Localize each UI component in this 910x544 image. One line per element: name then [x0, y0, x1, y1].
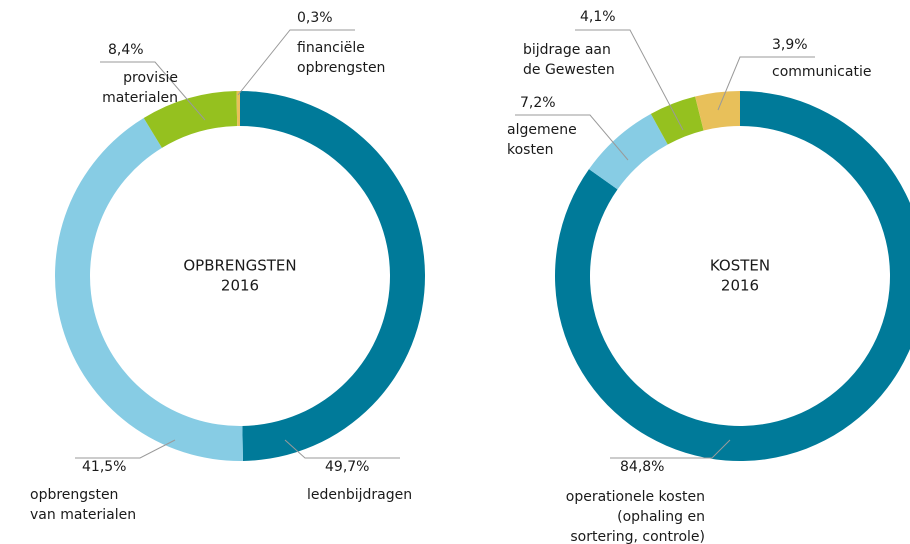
leader-line — [515, 114, 629, 161]
category-label: financiële — [297, 40, 365, 56]
leader-line — [75, 439, 176, 459]
leader-line — [575, 29, 684, 131]
value-label: 84,8% — [620, 459, 664, 475]
donut-segment — [588, 113, 668, 190]
value-label: 8,4% — [108, 42, 144, 58]
category-label: materialen — [102, 90, 178, 106]
category-label: bijdrage aan — [523, 42, 611, 58]
category-label: algemene — [507, 122, 577, 138]
category-label: de Gewesten — [523, 62, 615, 78]
category-label: van materialen — [30, 507, 136, 523]
center-label: 2016 — [221, 277, 259, 295]
donut-segment — [240, 91, 426, 461]
category-label: communicatie — [772, 64, 871, 80]
value-label: 41,5% — [82, 459, 126, 475]
leader-line — [284, 439, 400, 459]
category-label: operationele kosten — [566, 489, 705, 505]
value-label: 7,2% — [520, 95, 556, 111]
leader-line — [610, 439, 731, 459]
value-label: 0,3% — [297, 10, 333, 26]
center-label: KOSTEN — [710, 257, 770, 275]
center-label: 2016 — [721, 277, 759, 295]
category-label: sortering, controle) — [570, 529, 705, 544]
value-label: 49,7% — [325, 459, 369, 475]
donut-segment — [236, 91, 240, 127]
value-label: 4,1% — [580, 9, 616, 25]
category-label: opbrengsten — [297, 60, 385, 76]
donut-segment — [143, 91, 238, 148]
category-label: (ophaling en — [617, 509, 705, 525]
leader-line — [717, 56, 815, 111]
category-label: ledenbijdragen — [307, 487, 412, 503]
donut-segment — [54, 118, 243, 461]
donut-segment — [650, 96, 704, 145]
value-label: 3,9% — [772, 37, 808, 53]
center-label: OPBRENGSTEN — [183, 257, 296, 275]
donut-segment — [695, 91, 740, 131]
category-label: provisie — [123, 70, 178, 86]
leader-line — [237, 29, 355, 96]
category-label: opbrengsten — [30, 487, 118, 503]
leader-line — [100, 61, 206, 121]
category-label: kosten — [507, 142, 553, 158]
